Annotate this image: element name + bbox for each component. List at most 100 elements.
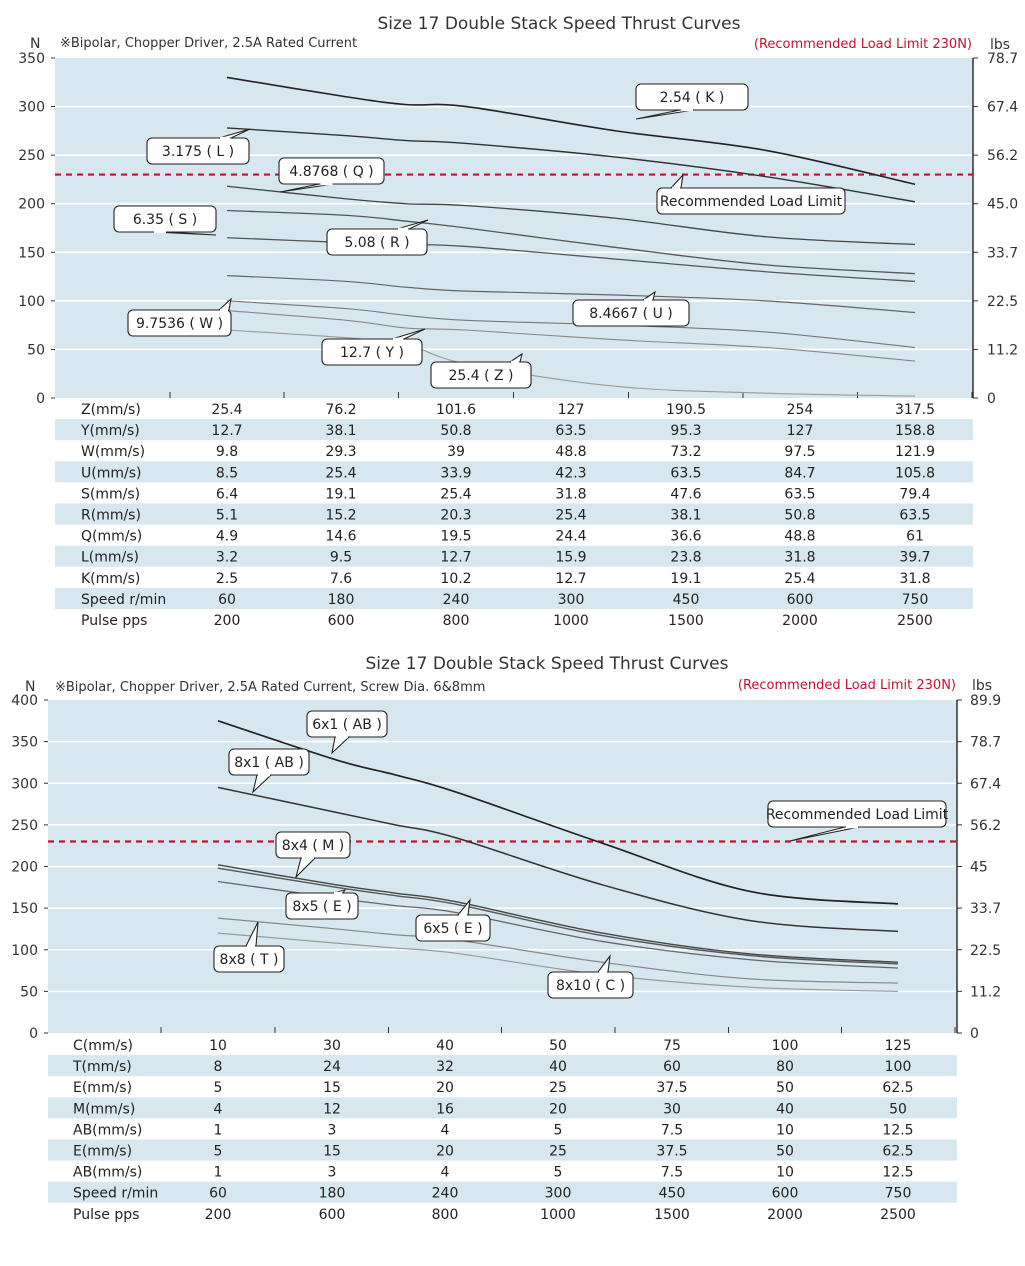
table-cell: 100	[885, 1059, 912, 1075]
table-cell: 125	[885, 1038, 912, 1054]
table-cell: 62.5	[882, 1144, 913, 1160]
table-row-label: K(mm/s)	[81, 571, 140, 587]
table-cell: 3.2	[216, 550, 238, 566]
table-cell: 97.5	[784, 444, 815, 460]
table-row-label: Y(mm/s)	[80, 423, 140, 439]
table-cell: 19.1	[670, 571, 701, 587]
table-cell: 15.9	[555, 550, 586, 566]
callout-4-8768-q: 4.8768 ( Q )	[278, 157, 385, 193]
y-right-unit: lbs	[990, 37, 1010, 53]
table-cell: 600	[772, 1186, 799, 1202]
table-cell: 25.4	[784, 571, 815, 587]
callout-box	[572, 299, 690, 327]
callout-3-175-l: 3.175 ( L )	[146, 128, 251, 165]
table-cell: 127	[787, 423, 814, 439]
table-cell: 25	[549, 1144, 567, 1160]
callout-8-4667-u: 8.4667 ( U )	[572, 290, 690, 327]
thrust-chart-2: Size 17 Double Stack Speed Thrust Curves…	[0, 645, 1025, 1266]
callout-9-7536-w: 9.7536 ( W )	[127, 297, 232, 337]
table-cell: 4	[441, 1165, 450, 1181]
table-row-label: AB(mm/s)	[73, 1165, 142, 1181]
table-cell: 3	[328, 1122, 337, 1138]
y-tick-label: 0	[36, 391, 45, 407]
y-right-tick-label: 78.7	[987, 51, 1018, 67]
callout-label: 8.4667 ( U )	[589, 306, 673, 322]
y-tick-label: 0	[29, 1026, 38, 1042]
callout-12-7-y: 12.7 ( Y )	[321, 328, 426, 366]
table-cell: 15	[323, 1080, 341, 1096]
limit-label: (Recommended Load Limit 230N)	[754, 37, 972, 52]
y-tick-label: 50	[27, 342, 45, 358]
y-tick-label: 150	[11, 901, 38, 917]
callout-recommended-load-limit: Recommended Load Limit	[656, 173, 846, 215]
table-row-label: Q(mm/s)	[81, 529, 142, 545]
table-row-label: AB(mm/s)	[73, 1122, 142, 1138]
table-row-label: Z(mm/s)	[81, 402, 141, 418]
table-cell: 25.4	[325, 465, 356, 481]
y-right-tick-label: 67.4	[987, 100, 1018, 116]
table-cell: 127	[558, 402, 585, 418]
series-line-6-35-s	[226, 209, 916, 275]
table-cell: 47.6	[670, 486, 701, 502]
table-cell: 63.5	[670, 465, 701, 481]
y-right-tick-label: 56.2	[970, 818, 1001, 834]
y-tick-label: 400	[11, 693, 38, 709]
table-row-band	[55, 503, 973, 525]
table-cell: 4.9	[216, 529, 238, 545]
table-cell: 3	[328, 1165, 337, 1181]
y-tick-label: 250	[11, 818, 38, 834]
callout-box	[430, 361, 532, 389]
series-line-3-175-l	[226, 127, 916, 203]
table-cell: 750	[885, 1186, 912, 1202]
table-cell: 450	[659, 1186, 686, 1202]
table-cell: 60	[218, 592, 236, 608]
y-tick-label: 200	[11, 860, 38, 876]
table-cell: 40	[776, 1101, 794, 1117]
table-row-band	[55, 461, 973, 483]
table-cell: 200	[214, 613, 241, 629]
callout-label: 25.4 ( Z )	[448, 368, 513, 384]
table-cell: 31.8	[899, 571, 930, 587]
callout-box	[285, 892, 359, 920]
y-tick-label: 300	[18, 100, 45, 116]
thrust-chart-2-svg: Size 17 Double Stack Speed Thrust Curves…	[11, 654, 1001, 1223]
table-row-band	[48, 1097, 957, 1119]
y-right-tick-label: 56.2	[987, 148, 1018, 164]
table-row-label: L(mm/s)	[81, 550, 139, 566]
table-cell: 84.7	[784, 465, 815, 481]
table-cell: 76.2	[325, 402, 356, 418]
y-right-tick-label: 0	[987, 391, 996, 407]
table-cell: 12.7	[211, 423, 242, 439]
table-cell: 40	[436, 1038, 454, 1054]
table-cell: 10	[776, 1122, 794, 1138]
y-tick-label: 300	[11, 776, 38, 792]
table-row-label: Speed r/min	[81, 592, 166, 608]
table-cell: 25.4	[440, 486, 471, 502]
table-row-band	[48, 1139, 957, 1161]
table-cell: 20	[436, 1144, 454, 1160]
table-row-label: Pulse pps	[73, 1207, 139, 1223]
callout-label: 6x1 ( AB )	[312, 717, 382, 733]
y-left-unit: N	[25, 679, 35, 695]
table-cell: 50	[549, 1038, 567, 1054]
series-line-4-8768-q	[226, 185, 916, 246]
y-right-tick-label: 45.0	[987, 197, 1018, 213]
table-cell: 50	[889, 1101, 907, 1117]
y-right-tick-label: 11.2	[970, 984, 1001, 1000]
table-cell: 48.8	[555, 444, 586, 460]
table-row-band	[55, 587, 973, 609]
table-row-band	[48, 1055, 957, 1077]
callout-box	[326, 228, 428, 256]
callout-8x1-ab: 8x1 ( AB )	[228, 748, 310, 794]
callout-label: 8x1 ( AB )	[234, 755, 304, 771]
table-cell: 12.7	[555, 571, 586, 587]
callout-recommended-load-limit: Recommended Load Limit	[766, 800, 949, 842]
callout-6-35-s: 6.35 ( S )	[113, 205, 217, 236]
table-cell: 8	[214, 1059, 223, 1075]
table-cell: 5	[554, 1165, 563, 1181]
callout-label: 6x5 ( E )	[423, 921, 482, 937]
table-cell: 61	[906, 529, 924, 545]
table-cell: 14.6	[325, 529, 356, 545]
table-cell: 73.2	[670, 444, 701, 460]
series-line-9-7536-w	[226, 300, 916, 349]
